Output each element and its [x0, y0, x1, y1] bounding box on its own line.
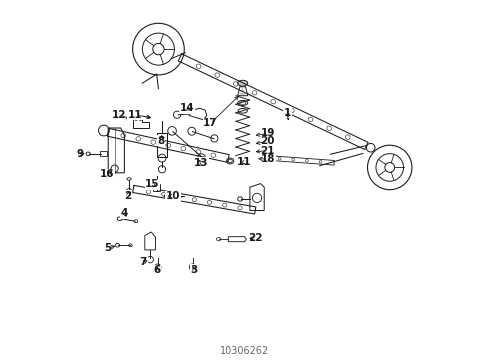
Bar: [100, 151, 106, 156]
Text: 11: 11: [128, 110, 142, 120]
Text: 19: 19: [260, 129, 274, 138]
Text: 1: 1: [284, 108, 290, 118]
Text: 17: 17: [203, 118, 217, 128]
Text: 9: 9: [77, 149, 83, 159]
Text: 20: 20: [260, 136, 274, 146]
Text: 1: 1: [284, 109, 290, 119]
Text: 11: 11: [237, 157, 251, 167]
Text: 2: 2: [124, 191, 131, 201]
Text: 14: 14: [180, 103, 194, 113]
Text: 10306262: 10306262: [220, 346, 268, 356]
Text: 5: 5: [103, 243, 111, 253]
Text: 22: 22: [247, 233, 262, 243]
Text: 21: 21: [260, 145, 274, 156]
Text: 12: 12: [111, 110, 126, 120]
Text: 15: 15: [145, 179, 159, 189]
Text: 10: 10: [165, 191, 180, 201]
Text: 7: 7: [140, 257, 147, 267]
Text: 13: 13: [194, 158, 208, 168]
Text: 18: 18: [260, 154, 274, 164]
Text: 11: 11: [128, 110, 142, 120]
Text: 8: 8: [157, 136, 164, 145]
Text: 4: 4: [121, 208, 128, 218]
Text: 16: 16: [100, 169, 115, 179]
Text: 3: 3: [190, 265, 198, 275]
Bar: [157, 134, 166, 157]
Text: 6: 6: [153, 265, 160, 275]
